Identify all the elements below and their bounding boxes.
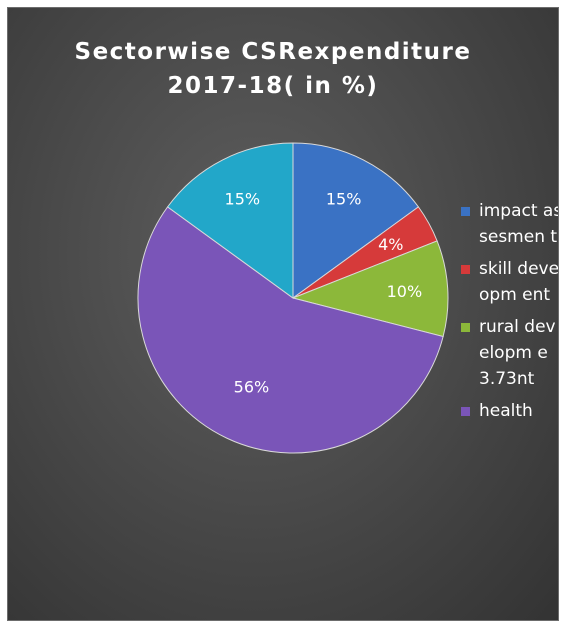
legend-item-impact-assesment: impact assesmen t: [451, 198, 559, 250]
legend-item-skill-development: skill developm ent: [451, 256, 559, 308]
pie-data-label-0: 15%: [326, 190, 362, 209]
pie-chart: 15% 4% 10% 56% 15%: [137, 142, 449, 454]
pie-slice-3-health: [137, 206, 444, 454]
chart-title-line-1: Sectorwise CSRexpenditure: [74, 39, 472, 65]
chart-title-line-2: 2017-18( in %): [167, 73, 379, 99]
legend-label-health: health: [479, 401, 533, 421]
pie-slice-4-other: [166, 142, 294, 299]
legend-item-rural-development: rural developm e3.73nt: [451, 314, 558, 392]
chart-frame: Sectorwise CSRexpenditure 2017-18( in %)…: [7, 7, 559, 621]
legend-label-impact-assesment: impact assesmen t: [479, 201, 559, 247]
pie-data-label-3: 56%: [234, 377, 270, 396]
pie-data-label-4: 15%: [225, 190, 261, 209]
legend-label-rural-development: rural developm e3.73nt: [479, 317, 556, 389]
pie-slice-2-rural-developm-e3-73nt: [291, 240, 449, 338]
legend-swatch-rural-development: [461, 323, 470, 332]
legend-swatch-impact-assesment: [461, 207, 470, 216]
legend-label-skill-development: skill developm ent: [479, 259, 559, 305]
pie-slice-0-impact-assesmen-t: [292, 142, 420, 299]
pie-data-label-2: 10%: [387, 282, 423, 301]
legend-swatch-skill-development: [461, 265, 470, 274]
legend-swatch-health: [461, 407, 470, 416]
legend-item-health: health: [451, 398, 558, 424]
chart-legend: impact assesmen t skill developm ent rur…: [451, 198, 559, 430]
pie-data-label-1: 4%: [378, 235, 403, 254]
